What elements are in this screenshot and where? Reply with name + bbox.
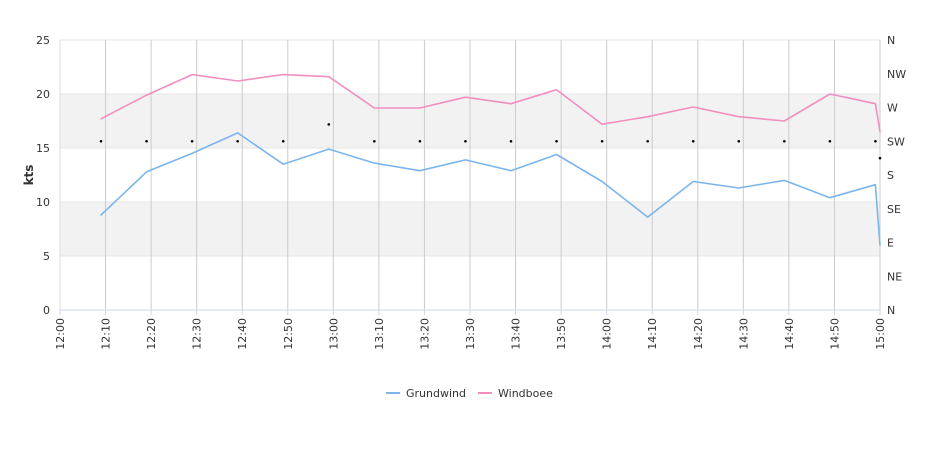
x-tick-label: 12:20 — [145, 318, 158, 350]
x-tick-label: 13:50 — [555, 318, 568, 350]
legend: Grundwind Windboee — [386, 387, 553, 400]
direction-point — [600, 139, 604, 143]
y2-tick-label: N — [887, 304, 895, 317]
y-tick-label: 0 — [43, 304, 50, 317]
direction-point — [646, 139, 649, 143]
x-tick-label: 14:50 — [828, 318, 841, 350]
y2-tick-label: S — [887, 169, 894, 182]
x-tick-label: 12:30 — [191, 318, 204, 350]
x-tick-label: 12:40 — [236, 318, 249, 350]
legend-label: Grundwind — [406, 387, 466, 400]
y2-tick-label: SW — [887, 135, 905, 148]
grid-lines — [59, 39, 881, 311]
y-tick-label: 20 — [36, 88, 50, 101]
x-tick-label: 12:00 — [54, 318, 67, 350]
direction-point — [190, 139, 194, 143]
direction-point — [236, 139, 239, 143]
y-tick-label: 15 — [36, 142, 50, 155]
y2-tick-label: N — [887, 34, 895, 47]
direction-point — [464, 139, 467, 143]
direction-point — [737, 139, 741, 143]
y-tick-label: 10 — [36, 196, 50, 209]
series-line-windboee — [100, 73, 881, 133]
direction-point — [509, 139, 513, 143]
series-lines — [100, 73, 881, 246]
y-tick-label: 25 — [36, 34, 50, 47]
y2-tick-label: E — [887, 237, 894, 250]
direction-point — [99, 139, 103, 143]
x-tick-label: 14:10 — [646, 318, 659, 350]
y2-tick-label: NE — [887, 270, 902, 283]
direction-point — [418, 139, 422, 143]
direction-point — [327, 123, 331, 126]
x-tick-label: 14:00 — [601, 318, 614, 350]
direction-point — [691, 139, 695, 143]
y-tick-label: 5 — [43, 250, 50, 263]
x-tick-label: 13:40 — [510, 318, 523, 350]
y2-tick-label: NW — [887, 68, 906, 81]
x-tick-label: 14:40 — [783, 318, 796, 350]
direction-markers — [99, 123, 882, 160]
direction-point — [281, 139, 285, 143]
direction-point — [783, 139, 786, 143]
axes — [59, 40, 881, 315]
tick-labels: 0 5 10 15 20 25 N NE E SE S SW W NW N 12:00 12:10 12:20 12… — [36, 34, 906, 350]
legend-label: Windboee — [498, 387, 553, 400]
direction-point — [874, 139, 877, 143]
y2-tick-label: W — [887, 102, 898, 115]
direction-point — [145, 139, 148, 143]
x-tick-label: 13:10 — [373, 318, 386, 350]
x-tick-label: 13:00 — [327, 318, 340, 350]
x-tick-label: 13:20 — [418, 318, 431, 350]
x-tick-label: 12:10 — [100, 318, 113, 350]
series-line-grundwind — [100, 132, 881, 246]
direction-point — [373, 139, 376, 143]
direction-point — [878, 156, 882, 160]
y-axis-title: kts — [22, 165, 36, 186]
direction-point — [828, 139, 832, 143]
x-tick-label: 14:30 — [737, 318, 750, 350]
y2-tick-label: SE — [887, 203, 901, 216]
x-tick-label: 12:50 — [282, 318, 295, 350]
direction-point — [555, 139, 558, 143]
x-tick-label: 14:20 — [692, 318, 705, 350]
x-tick-label: 15:00 — [874, 318, 887, 350]
x-tick-label: 13:30 — [464, 318, 477, 350]
